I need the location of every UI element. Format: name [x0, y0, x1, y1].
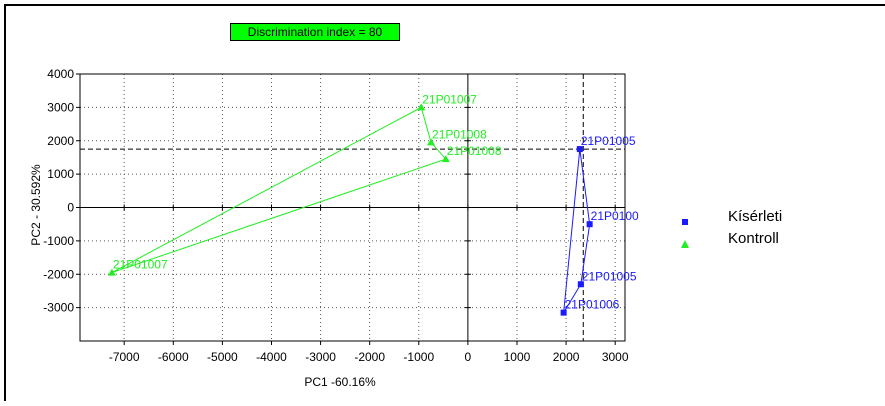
- legend-item-kontroll: Kontroll: [680, 228, 782, 250]
- point-label: 21P01008: [447, 144, 502, 158]
- x-axis-label: PC1 -60.16%: [304, 375, 376, 389]
- legend-item-kiserleti: Kísérleti: [680, 206, 782, 228]
- point-label: 21P01006: [565, 298, 620, 312]
- point-label: 21P01005: [581, 134, 636, 148]
- y-axis-label: PC2 - 30.592%: [29, 164, 43, 246]
- x-tick-label: 3000: [602, 350, 629, 364]
- point-label: 21P01008: [432, 127, 487, 141]
- x-tick-label: -5000: [207, 350, 238, 364]
- y-tick-label: -3000: [43, 301, 74, 315]
- x-tick-label: -6000: [158, 350, 189, 364]
- data-point: [441, 155, 450, 163]
- x-tick-label: -3000: [305, 350, 336, 364]
- x-tick-label: 2000: [553, 350, 580, 364]
- x-tick-label: -4000: [256, 350, 287, 364]
- square-marker-icon: [680, 212, 690, 225]
- point-label: 21P01007: [422, 92, 477, 106]
- chart-title: Discrimination index = 80: [230, 23, 400, 41]
- data-point: [586, 221, 593, 228]
- point-label: 21P01005: [582, 269, 637, 283]
- data-point: [577, 281, 584, 288]
- data-point: [107, 268, 116, 276]
- x-tick-label: -7000: [109, 350, 140, 364]
- series-hull-0: [563, 149, 591, 313]
- data-point: [417, 103, 426, 111]
- data-point: [560, 309, 567, 316]
- legend: Kísérleti Kontroll: [680, 206, 782, 250]
- y-tick-label: -2000: [43, 267, 74, 281]
- legend-label-kontroll: Kontroll: [728, 230, 779, 247]
- series-hull-1: [111, 106, 447, 274]
- y-tick-label: 3000: [47, 100, 74, 114]
- x-tick-label: -1000: [403, 350, 434, 364]
- y-tick-label: 4000: [47, 67, 74, 81]
- data-point: [427, 138, 436, 146]
- x-tick-label: 1000: [504, 350, 531, 364]
- x-tick-label: -2000: [354, 350, 385, 364]
- data-point: [576, 146, 583, 153]
- point-label: 21P01007: [113, 258, 168, 272]
- point-label: 21P0100: [591, 209, 639, 223]
- y-tick-label: 2000: [47, 134, 74, 148]
- y-tick-label: -1000: [43, 234, 74, 248]
- y-tick-label: 0: [67, 201, 74, 215]
- legend-label-kiserleti: Kísérleti: [728, 208, 783, 225]
- x-tick-label: 0: [465, 350, 472, 364]
- y-tick-label: 1000: [47, 167, 74, 181]
- triangle-marker-icon: [680, 234, 690, 248]
